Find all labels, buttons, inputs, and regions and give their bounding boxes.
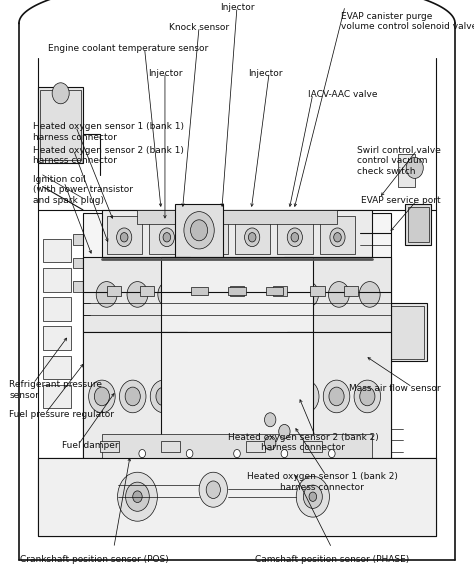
Bar [175, 204, 223, 257]
Circle shape [354, 380, 381, 413]
Bar [161, 441, 180, 452]
Bar [389, 303, 427, 361]
Circle shape [279, 424, 290, 438]
Circle shape [52, 83, 69, 104]
Bar [40, 90, 81, 160]
Bar [161, 332, 313, 458]
Circle shape [156, 387, 171, 406]
Bar [287, 332, 391, 458]
Bar [161, 257, 313, 332]
Circle shape [291, 233, 299, 242]
Text: Injector: Injector [248, 69, 283, 78]
Circle shape [199, 472, 228, 507]
Text: Refrigerant pressure
sensor: Refrigerant pressure sensor [9, 380, 102, 399]
Circle shape [245, 228, 260, 247]
Bar [246, 441, 265, 452]
Circle shape [296, 476, 329, 517]
Bar [43, 268, 71, 292]
Text: Mass air flow sensor: Mass air flow sensor [349, 384, 441, 392]
Bar [102, 210, 372, 257]
Text: Injector: Injector [148, 69, 182, 78]
Bar [303, 441, 322, 452]
Circle shape [89, 380, 115, 413]
Bar [38, 458, 436, 536]
Bar [320, 216, 356, 254]
Bar [107, 216, 142, 254]
Circle shape [323, 380, 350, 413]
Text: Knock sensor: Knock sensor [169, 23, 229, 32]
Bar [310, 286, 325, 296]
Circle shape [309, 492, 317, 501]
Bar [235, 216, 270, 254]
Circle shape [118, 472, 157, 521]
Circle shape [163, 233, 171, 242]
Circle shape [292, 380, 319, 413]
Text: Engine coolant temperature sensor: Engine coolant temperature sensor [48, 44, 208, 53]
Circle shape [94, 387, 109, 406]
Circle shape [248, 233, 256, 242]
Bar [391, 306, 424, 359]
Bar [73, 258, 85, 268]
Circle shape [334, 233, 341, 242]
Circle shape [206, 481, 220, 498]
Circle shape [184, 212, 214, 249]
Circle shape [127, 282, 148, 307]
Bar [408, 207, 429, 242]
Circle shape [186, 449, 193, 458]
Bar [43, 297, 71, 321]
Text: Camshaft position sensor (PHASE): Camshaft position sensor (PHASE) [255, 555, 409, 564]
Bar [344, 286, 358, 296]
Text: Fuel pressure regulator: Fuel pressure regulator [9, 410, 115, 419]
Text: Heated oxygen sensor 2 (bank 1)
harness connector: Heated oxygen sensor 2 (bank 1) harness … [33, 146, 184, 165]
Bar [38, 87, 83, 163]
Bar [100, 441, 118, 452]
Text: Ignition coil
(with power transistor
and spark plug): Ignition coil (with power transistor and… [33, 175, 133, 205]
Circle shape [117, 228, 132, 247]
Circle shape [298, 387, 313, 406]
Circle shape [150, 380, 177, 413]
Circle shape [287, 228, 302, 247]
Circle shape [281, 449, 288, 458]
Bar [43, 356, 71, 379]
Circle shape [360, 387, 375, 406]
Bar [266, 287, 283, 295]
Circle shape [191, 220, 208, 241]
Circle shape [328, 449, 335, 458]
Circle shape [359, 282, 380, 307]
Circle shape [96, 282, 117, 307]
Circle shape [328, 282, 349, 307]
Bar [73, 281, 85, 292]
Bar [102, 434, 372, 458]
Bar [43, 239, 71, 262]
Circle shape [139, 449, 146, 458]
Bar [273, 286, 287, 296]
Circle shape [406, 157, 423, 178]
Text: Heated oxygen sensor 1 (bank 2)
harness connector: Heated oxygen sensor 1 (bank 2) harness … [247, 472, 398, 491]
Circle shape [206, 233, 213, 242]
Text: EVAP service port: EVAP service port [361, 196, 441, 205]
Bar [83, 332, 187, 458]
Text: Injector: Injector [220, 3, 254, 12]
Circle shape [330, 228, 345, 247]
Bar [405, 204, 431, 245]
Bar [73, 234, 85, 245]
Circle shape [133, 491, 142, 503]
Bar [83, 257, 190, 332]
Text: IACV-AAC valve: IACV-AAC valve [308, 90, 378, 99]
Circle shape [303, 485, 322, 508]
Bar [398, 154, 415, 187]
Bar [149, 216, 185, 254]
Bar [277, 216, 313, 254]
Bar [43, 326, 71, 350]
Circle shape [264, 413, 276, 427]
Bar [83, 213, 391, 458]
Bar [230, 286, 244, 296]
Circle shape [159, 228, 174, 247]
Bar [43, 385, 71, 408]
Bar [137, 210, 337, 224]
Text: Heated oxygen sensor 1 (bank 1)
harness connector: Heated oxygen sensor 1 (bank 1) harness … [33, 122, 184, 142]
Circle shape [329, 387, 344, 406]
Text: Heated oxygen sensor 2 (bank 2)
harness connector: Heated oxygen sensor 2 (bank 2) harness … [228, 433, 379, 452]
Bar [228, 287, 246, 295]
Bar [192, 216, 228, 254]
